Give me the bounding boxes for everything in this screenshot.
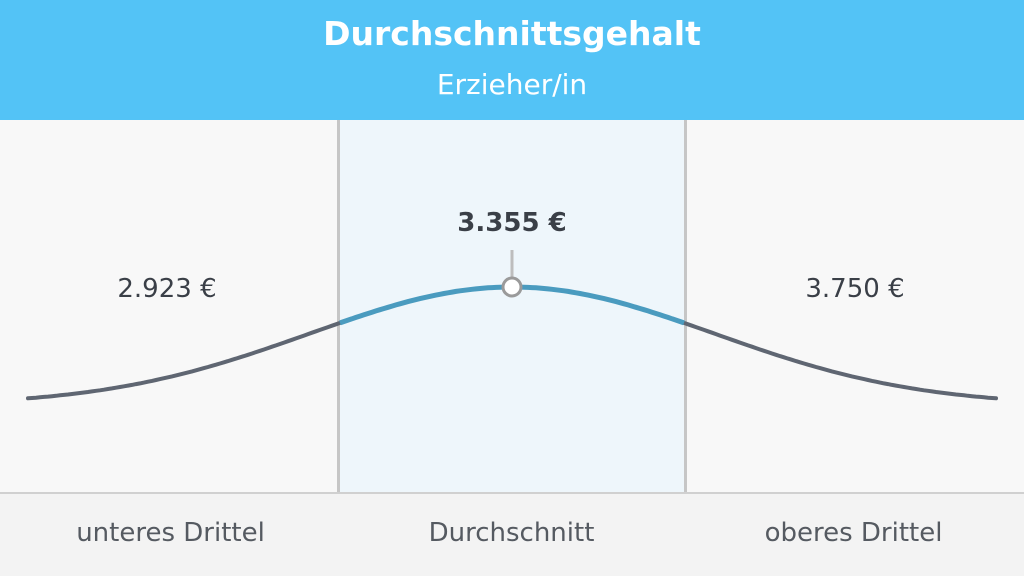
average-label: Durchschnitt xyxy=(428,518,595,548)
header-banner: Durchschnittsgehalt Erzieher/in xyxy=(0,0,1024,120)
footer-labels: unteres Drittel Durchschnitt oberes Drit… xyxy=(0,492,1024,576)
lower-third-value: 2.923 € xyxy=(117,274,217,304)
lower-third-label: unteres Drittel xyxy=(76,518,265,548)
divider-left xyxy=(337,120,340,492)
upper-third-label: oberes Drittel xyxy=(764,518,943,548)
page-subtitle: Erzieher/in xyxy=(436,68,588,101)
divider-right xyxy=(684,120,687,492)
average-marker xyxy=(501,276,523,298)
page-title: Durchschnittsgehalt xyxy=(323,14,701,53)
average-value: 3.355 € xyxy=(457,208,567,238)
upper-third-value: 3.750 € xyxy=(805,274,905,304)
